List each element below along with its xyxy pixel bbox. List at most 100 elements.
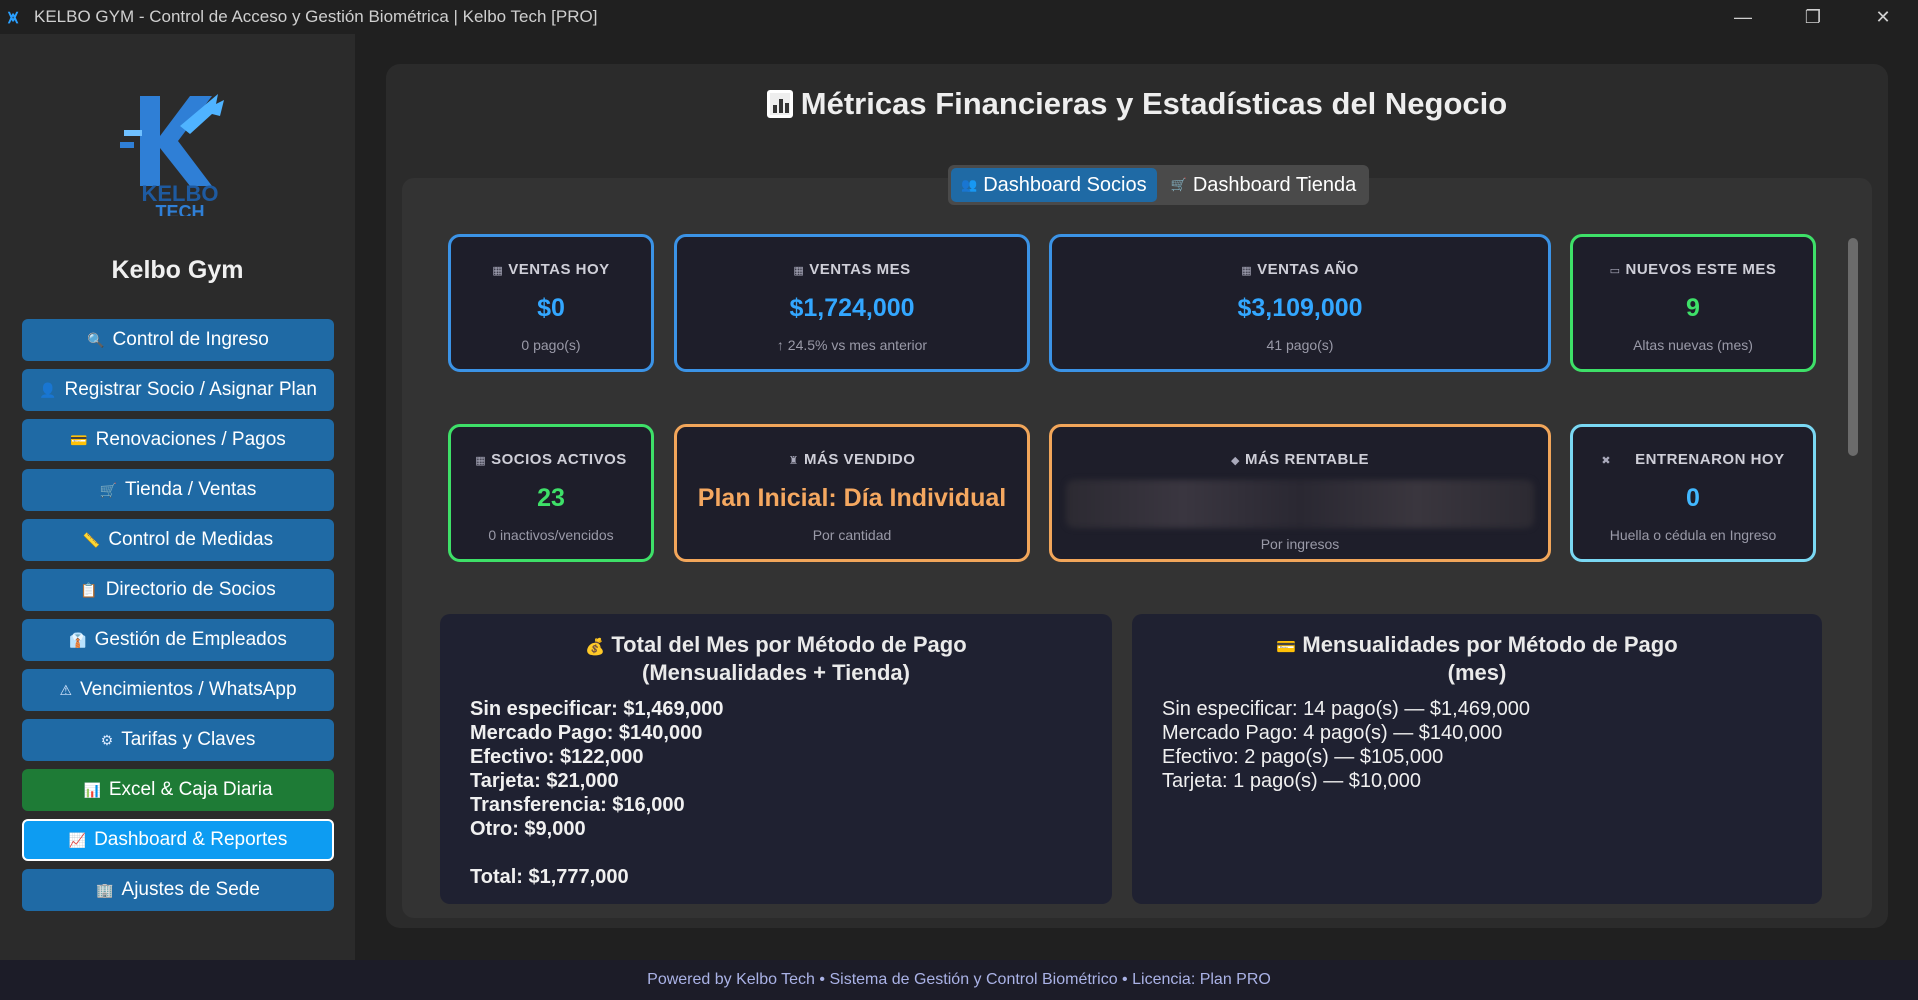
panel-total-por-metodo: 💰 Total del Mes por Método de Pago (Mensu… <box>440 614 1112 904</box>
diamond-icon: ◆ <box>1230 455 1240 467</box>
card-value: Plan Inicial: Día Individual <box>697 484 1007 512</box>
gear-icon: ⚙ <box>100 731 114 748</box>
card-label: MÁS VENDIDO <box>804 451 916 468</box>
nav-label: Ajustes de Sede <box>121 879 260 900</box>
card-value: 9 <box>1686 294 1700 322</box>
footer-separator: • <box>819 971 826 988</box>
card-value: $0 <box>537 294 565 322</box>
restore-button[interactable]: ❐ <box>1804 6 1822 27</box>
footer-powered: Powered by Kelbo Tech <box>647 971 815 988</box>
warning-icon: ⚠ <box>59 681 73 698</box>
card-value: $3,109,000 <box>1237 294 1363 322</box>
nav-label: Control de Ingreso <box>112 329 269 350</box>
scrollbar[interactable] <box>1848 238 1858 456</box>
card-ventas-hoy: ▦ VENTAS HOY $0 0 pago(s) <box>448 234 654 372</box>
footer: Powered by Kelbo Tech • Sistema de Gesti… <box>0 960 1918 1000</box>
nav-directorio[interactable]: 📋 Directorio de Socios <box>22 569 334 611</box>
card-label: VENTAS MES <box>809 261 911 278</box>
nav-label: Registrar Socio / Asignar Plan <box>64 379 317 400</box>
list-item: Tarjeta: 1 pago(s) — $10,000 <box>1162 770 1422 792</box>
users-icon: 👥 <box>961 177 978 192</box>
nav-renovaciones[interactable]: 💳 Renovaciones / Pagos <box>22 419 334 461</box>
nav-dashboard-reportes[interactable]: 📈 Dashboard & Reportes <box>22 819 334 861</box>
list-item: Efectivo: 2 pago(s) — $105,000 <box>1162 746 1444 768</box>
nav-label: Renovaciones / Pagos <box>95 429 286 450</box>
card-entrenaron-hoy: ✖ ENTRENARON HOY 0 Huella o cédula en Ing… <box>1570 424 1816 562</box>
window-titlebar: ⩙ KELBO GYM - Control de Acceso y Gestió… <box>0 0 1918 34</box>
chart-icon: 📈 <box>68 831 87 848</box>
card-ventas-mes: ▦ VENTAS MES $1,724,000 ↑ 24.5% vs mes an… <box>674 234 1030 372</box>
nav-label: Control de Medidas <box>108 529 274 550</box>
card-label: SOCIOS ACTIVOS <box>491 451 627 468</box>
card-label: VENTAS HOY <box>508 261 610 278</box>
employee-icon: 👔 <box>69 631 87 648</box>
nav-label: Vencimientos / WhatsApp <box>80 679 297 700</box>
card-sub: Por cantidad <box>812 527 892 543</box>
credit-card-icon: 💳 <box>1276 639 1297 656</box>
nav-label: Dashboard & Reportes <box>94 829 288 850</box>
nav-label: Directorio de Socios <box>105 579 276 600</box>
nav-empleados[interactable]: 👔 Gestión de Empleados <box>22 619 334 661</box>
svg-text:KELBO: KELBO <box>142 181 219 206</box>
tab-label: Dashboard Socios <box>983 173 1147 196</box>
calendar-icon: ▦ <box>793 265 805 277</box>
tab-dashboard-tienda[interactable]: 🛒 Dashboard Tienda <box>1161 168 1367 202</box>
list-item: Mercado Pago: $140,000 <box>470 722 703 744</box>
user-icon: 👤 <box>39 381 57 398</box>
tab-dashboard-socios[interactable]: 👥 Dashboard Socios <box>951 168 1157 202</box>
panel-title-line-2: (Mensualidades + Tienda) <box>642 660 910 685</box>
card-icon: ▭ <box>1609 265 1621 277</box>
dumbbell-icon: ✖ <box>1601 455 1612 467</box>
kelbo-tech-logo: KELBO TECH <box>120 94 224 216</box>
card-mas-rentable: ◆ MÁS RENTABLE Por ingresos <box>1049 424 1551 562</box>
card-sub: Huella o cédula en Ingreso <box>1609 527 1777 543</box>
panel-title-line-1: Total del Mes por Método de Pago <box>611 632 967 657</box>
card-sub: Altas nuevas (mes) <box>1633 337 1753 353</box>
payment-list: Sin especificar: 14 pago(s) — $1,469,000… <box>1162 697 1822 793</box>
main-panel: Métricas Financieras y Estadísticas del … <box>386 64 1888 928</box>
nav-vencimientos[interactable]: ⚠ Vencimientos / WhatsApp <box>22 669 334 711</box>
svg-text:TECH: TECH <box>156 202 205 216</box>
nav-registrar-socio[interactable]: 👤 Registrar Socio / Asignar Plan <box>22 369 334 411</box>
card-sub: Por ingresos <box>1260 536 1340 552</box>
nav-control-medidas[interactable]: 📏 Control de Medidas <box>22 519 334 561</box>
card-label: ENTRENARON HOY <box>1635 451 1785 468</box>
footer-system: Sistema de Gestión y Control Biométrico <box>829 971 1118 988</box>
nav-label: Tienda / Ventas <box>125 479 257 500</box>
nav-tienda[interactable]: 🛒 Tienda / Ventas <box>22 469 334 511</box>
building-icon: 🏢 <box>96 881 114 898</box>
search-icon: 🔍 <box>87 331 105 348</box>
trophy-icon: ♜ <box>788 455 800 467</box>
redacted-value <box>1066 480 1534 528</box>
card-sub: 0 pago(s) <box>521 337 581 353</box>
dashboard-tabs: 👥 Dashboard Socios 🛒 Dashboard Tienda <box>948 165 1370 205</box>
nav-excel-caja[interactable]: 📊 Excel & Caja Diaria <box>22 769 334 811</box>
card-label: MÁS RENTABLE <box>1244 451 1370 468</box>
card-value: 23 <box>537 484 565 512</box>
panel-mensualidades-por-metodo: 💳 Mensualidades por Método de Pago (mes) … <box>1132 614 1822 904</box>
close-button[interactable]: ✕ <box>1875 6 1891 27</box>
card-sub: ↑ 24.5% vs mes anterior <box>776 337 928 353</box>
list-item: Mercado Pago: 4 pago(s) — $140,000 <box>1162 722 1503 744</box>
list-item: Otro: $9,000 <box>470 818 586 840</box>
dashboard-content: 👥 Dashboard Socios 🛒 Dashboard Tienda ▦ VEN… <box>402 165 1872 918</box>
tab-label: Dashboard Tienda <box>1192 173 1357 196</box>
card-sub: 41 pago(s) <box>1266 337 1334 353</box>
nav-control-ingreso[interactable]: 🔍 Control de Ingreso <box>22 319 334 361</box>
list-item: Sin especificar: 14 pago(s) — $1,469,000 <box>1162 698 1530 720</box>
card-socios-activos: ▦ SOCIOS ACTIVOS 23 0 inactivos/vencidos <box>448 424 654 562</box>
nav-tarifas[interactable]: ⚙ Tarifas y Claves <box>22 719 334 761</box>
card-value: $1,724,000 <box>789 294 915 322</box>
users-icon: ▦ <box>475 455 487 467</box>
panel-title: 💳 Mensualidades por Método de Pago (mes) <box>1132 632 1822 685</box>
payment-list: Sin especificar: $1,469,000 Mercado Pago… <box>470 697 1112 889</box>
bar-chart-icon <box>766 90 793 118</box>
minimize-button[interactable]: — <box>1734 6 1752 27</box>
cart-icon: 🛒 <box>1170 177 1187 192</box>
nav-ajustes-sede[interactable]: 🏢 Ajustes de Sede <box>22 869 334 911</box>
nav-label: Excel & Caja Diaria <box>108 779 273 800</box>
money-bag-icon: 💰 <box>585 639 606 656</box>
app-logo-icon: ⩙ <box>8 7 19 27</box>
credit-card-icon: 💳 <box>70 431 88 448</box>
list-item: Sin especificar: $1,469,000 <box>470 698 724 720</box>
